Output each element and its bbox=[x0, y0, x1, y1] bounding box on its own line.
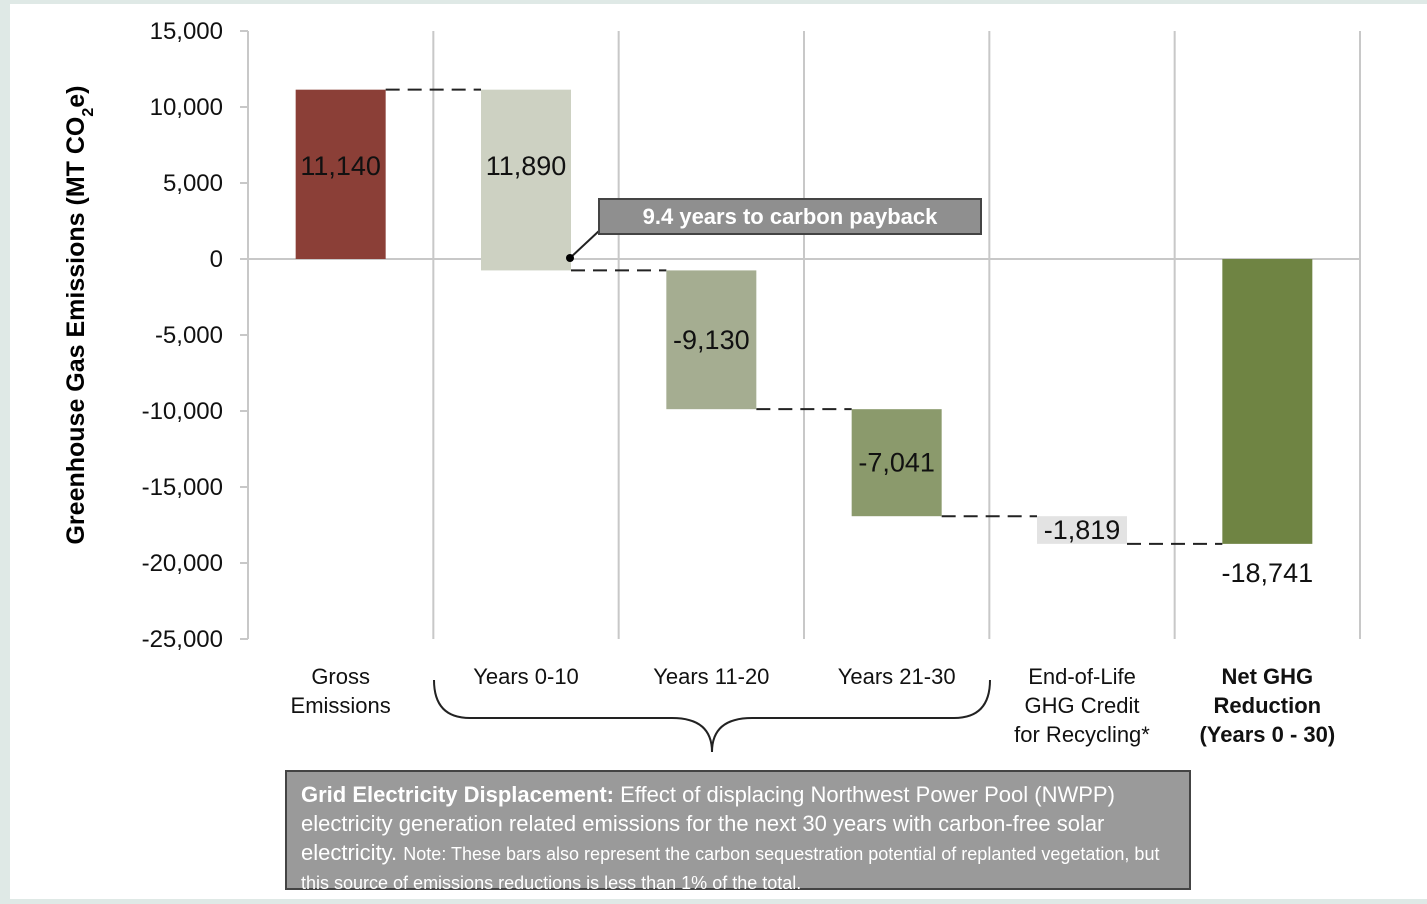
annotation-note: Note: These bars also represent the carb… bbox=[301, 844, 1160, 893]
x-tick-label: (Years 0 - 30) bbox=[1199, 722, 1335, 747]
y-tick-label: -25,000 bbox=[142, 626, 223, 653]
annotation-text: Effect of displacing Northwest Power Poo… bbox=[301, 782, 1115, 865]
y-tick-label: -10,000 bbox=[142, 398, 223, 425]
y-tick-label: 5,000 bbox=[163, 170, 223, 197]
y-tick-label: -20,000 bbox=[142, 550, 223, 577]
x-tick-label: Reduction bbox=[1214, 693, 1322, 718]
x-tick-label: Years 21-30 bbox=[838, 664, 956, 689]
data-label: 11,140 bbox=[300, 151, 381, 181]
data-label: -18,741 bbox=[1222, 558, 1314, 588]
bar bbox=[666, 270, 757, 410]
x-tick-label: Emissions bbox=[291, 693, 391, 718]
waterfall-chart: 15,000 10,000 5,000 0 -5,000 -10,000 -15,000 -2… bbox=[62, 18, 1361, 753]
x-tick-label: GHG Credit bbox=[1025, 693, 1140, 718]
x-tick-label: for Recycling* bbox=[1014, 722, 1150, 747]
bar bbox=[1037, 516, 1127, 544]
callout-leader bbox=[569, 229, 601, 259]
y-tick-label: -15,000 bbox=[142, 474, 223, 501]
callout-box bbox=[598, 198, 982, 235]
x-tick-label: Net GHG bbox=[1221, 664, 1313, 689]
callout-text: 9.4 years to carbon payback bbox=[643, 204, 938, 229]
chart-canvas: 15,000 10,000 5,000 0 -5,000 -10,000 -15,000 -2… bbox=[10, 4, 1427, 899]
bar bbox=[1222, 259, 1313, 544]
data-label: -7,041 bbox=[858, 448, 935, 478]
x-tick-label: Years 11-20 bbox=[653, 664, 769, 689]
y-axis-title: Greenhouse Gas Emissions (MT CO2e) bbox=[62, 85, 97, 544]
annotation-box: Grid Electricity Displacement: Effect of… bbox=[285, 770, 1191, 893]
bar bbox=[851, 409, 942, 517]
data-label: -1,819 bbox=[1044, 515, 1121, 545]
x-tick-label: Years 0-10 bbox=[473, 664, 579, 689]
callout-point bbox=[566, 254, 574, 262]
y-tick-label: 0 bbox=[210, 246, 223, 273]
x-tick-label: End-of-Life bbox=[1028, 664, 1136, 689]
x-tick-label: Gross bbox=[311, 664, 370, 689]
data-label: 11,890 bbox=[486, 151, 567, 181]
y-tick-label: 10,000 bbox=[150, 94, 223, 121]
annotation-lead: Grid Electricity Displacement: bbox=[301, 782, 614, 807]
data-label: -9,130 bbox=[673, 325, 750, 355]
brace bbox=[433, 679, 991, 753]
bar bbox=[481, 89, 571, 271]
y-tick-label: 15,000 bbox=[150, 18, 223, 45]
bar bbox=[295, 89, 386, 259]
y-tick-label: -5,000 bbox=[155, 322, 223, 349]
